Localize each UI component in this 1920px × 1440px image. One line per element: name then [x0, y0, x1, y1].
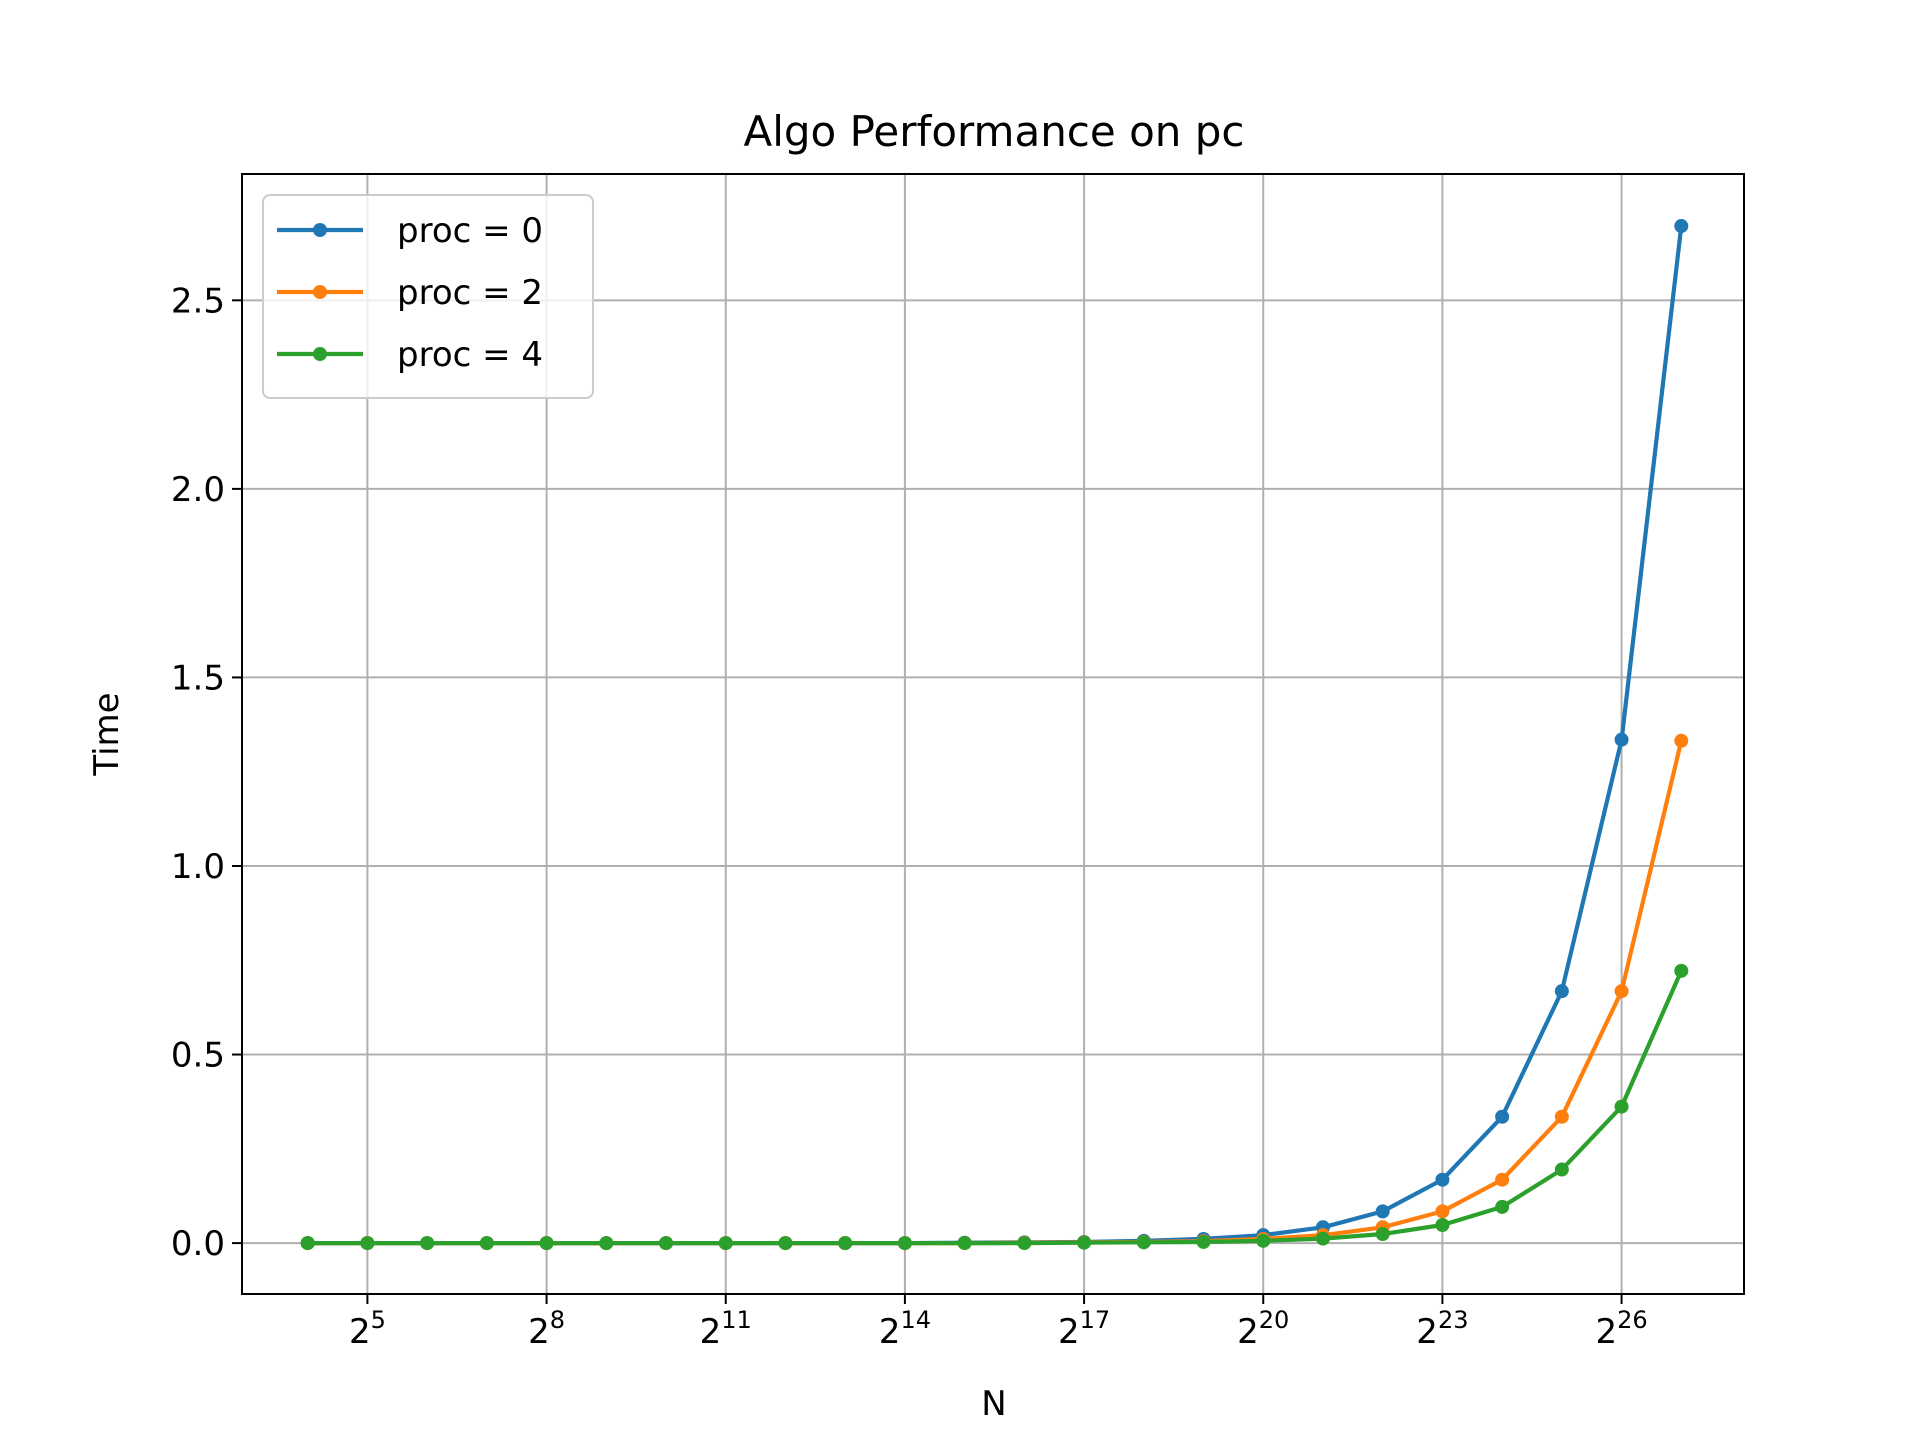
data-point	[300, 1236, 315, 1251]
x-tick-base: 2	[1058, 1312, 1080, 1352]
data-point	[1315, 1231, 1330, 1246]
x-tick-base: 2	[349, 1312, 371, 1352]
data-point	[1196, 1234, 1211, 1249]
x-tick-label: 220	[1237, 1306, 1289, 1352]
data-point	[1375, 1204, 1390, 1219]
x-tick-exponent: 14	[900, 1306, 931, 1334]
x-tick-label: 25	[349, 1306, 386, 1352]
data-point	[1614, 984, 1629, 999]
x-tick-base: 2	[1595, 1312, 1617, 1352]
legend-swatch-marker	[313, 223, 327, 237]
data-point	[1554, 1109, 1569, 1124]
x-tick-label: 211	[700, 1306, 752, 1352]
x-axis-label: N	[981, 1384, 1006, 1424]
data-point	[1614, 1099, 1629, 1114]
x-tick-label: 217	[1058, 1306, 1110, 1352]
data-point	[1554, 984, 1569, 999]
data-point	[1136, 1235, 1151, 1250]
y-axis-label: Time	[87, 692, 127, 776]
data-point	[360, 1236, 375, 1251]
y-tick-label: 0.5	[171, 1036, 225, 1076]
data-point	[1017, 1236, 1032, 1251]
series-line	[305, 968, 1685, 1246]
x-tick-exponent: 11	[721, 1306, 752, 1334]
x-tick-base: 2	[879, 1312, 901, 1352]
data-point	[479, 1236, 494, 1251]
data-point	[420, 1236, 435, 1251]
data-point	[1495, 1109, 1510, 1124]
x-tick-label: 28	[528, 1306, 565, 1352]
legend-swatch-marker	[313, 285, 327, 299]
data-point	[1495, 1199, 1510, 1214]
data-point	[1495, 1172, 1510, 1187]
x-tick-base: 2	[700, 1312, 722, 1352]
data-point	[1435, 1172, 1450, 1187]
data-point	[1375, 1227, 1390, 1242]
legend-label: proc = 0	[397, 211, 543, 251]
data-point	[539, 1236, 554, 1251]
series-2	[300, 963, 1689, 1251]
series-layer	[300, 219, 1689, 1251]
data-point	[1674, 219, 1689, 234]
x-tick-base: 2	[528, 1312, 550, 1352]
y-tick-label: 2.0	[171, 470, 225, 510]
data-point	[1435, 1217, 1450, 1232]
x-tick-exponent: 8	[550, 1306, 565, 1334]
y-tick-label: 2.5	[171, 281, 225, 321]
x-tick-label: 226	[1595, 1306, 1647, 1352]
data-point	[1256, 1233, 1271, 1248]
y-tick-label: 1.0	[171, 847, 225, 887]
x-tick-exponent: 5	[371, 1306, 386, 1334]
data-point	[659, 1236, 674, 1251]
data-point	[1614, 732, 1629, 747]
data-point	[778, 1236, 793, 1251]
x-tick-exponent: 23	[1438, 1306, 1469, 1334]
data-point	[957, 1236, 972, 1251]
data-point	[897, 1236, 912, 1251]
data-point	[838, 1236, 853, 1251]
data-point	[718, 1236, 733, 1251]
y-tick-label: 0.0	[171, 1224, 225, 1264]
x-tick-exponent: 20	[1259, 1306, 1290, 1334]
x-tick-label: 214	[879, 1306, 931, 1352]
y-tick-label: 1.5	[171, 658, 225, 698]
x-tick-label: 223	[1416, 1306, 1468, 1352]
plot-frame	[241, 173, 1745, 1295]
data-point	[1674, 733, 1689, 748]
legend-box	[262, 194, 594, 399]
chart-title: Algo Performance on pc	[743, 107, 1244, 156]
x-tick-exponent: 17	[1080, 1306, 1111, 1334]
data-point	[1674, 963, 1689, 978]
legend: proc = 0 proc = 2 proc = 4	[262, 194, 594, 399]
x-tick-exponent: 26	[1617, 1306, 1648, 1334]
data-point	[1077, 1235, 1092, 1250]
data-point	[1554, 1162, 1569, 1177]
legend-swatch-marker	[313, 347, 327, 361]
x-tick-base: 2	[1237, 1312, 1259, 1352]
legend-label: proc = 4	[397, 335, 543, 375]
x-tick-base: 2	[1416, 1312, 1438, 1352]
legend-label: proc = 2	[397, 273, 543, 313]
data-point	[599, 1236, 614, 1251]
data-point	[1435, 1204, 1450, 1219]
